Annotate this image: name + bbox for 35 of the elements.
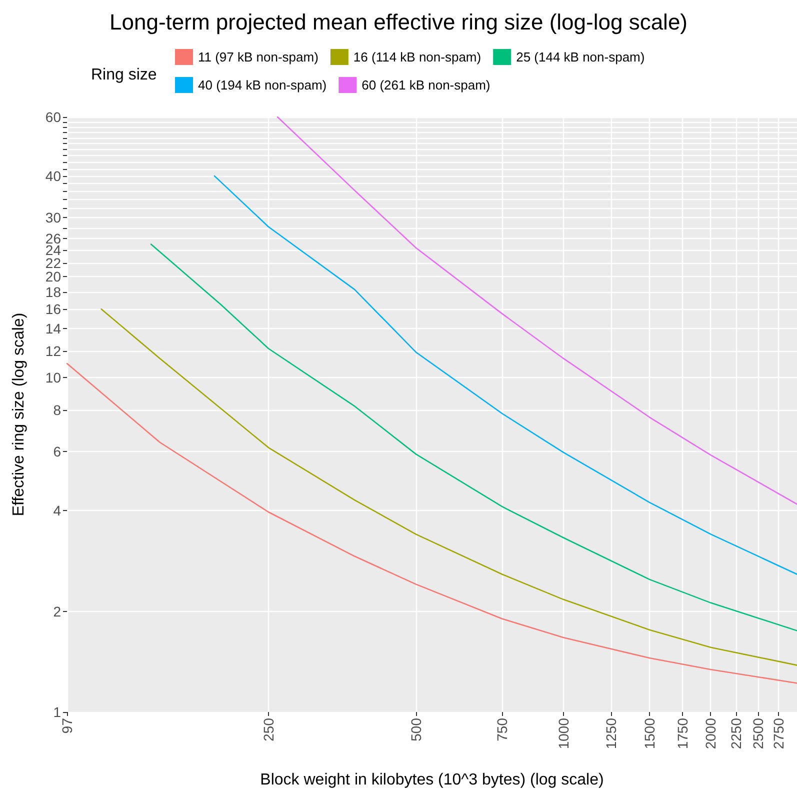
x-tick-label: 2250: [728, 718, 744, 750]
y-tick-label: 2: [53, 603, 62, 620]
y-tick-label: 30: [45, 210, 62, 226]
y-tick-label: 20: [45, 268, 62, 285]
x-tick-label: 1750: [674, 718, 690, 750]
y-tick-label: 1: [53, 704, 62, 720]
x-tick-label: 250: [260, 718, 276, 742]
legend-label: 11 (97 kB non-spam): [198, 50, 318, 64]
y-tick-label: 18: [45, 284, 62, 300]
y-tick-label: 60: [45, 109, 62, 125]
y-tick-label: 12: [45, 342, 62, 359]
legend-label: 16 (114 kB non-spam): [353, 50, 482, 64]
x-tick-label: 1250: [602, 718, 619, 750]
y-tick-label: 10: [45, 369, 62, 386]
x-tick-label: 2750: [770, 718, 786, 750]
y-tick-label: 16: [45, 301, 62, 318]
chart-title: Long-term projected mean effective ring size (log-log scale): [110, 10, 688, 34]
x-tick-label: 750: [494, 718, 510, 742]
y-tick-label: 14: [45, 320, 62, 336]
y-axis-title: Effective ring size (log scale): [10, 312, 28, 516]
legend-label: 60 (261 kB non-spam): [362, 78, 490, 92]
legend-title: Ring size: [91, 66, 157, 84]
x-tick-label: 2000: [702, 718, 719, 750]
y-tick-label: 4: [53, 502, 62, 519]
legend-label: 40 (194 kB non-spam): [198, 78, 327, 92]
y-tick-label: 40: [45, 168, 62, 184]
x-tick-label: 1000: [555, 718, 572, 750]
x-tick-label: 97: [59, 718, 75, 734]
legend-label: 25 (144 kB non-spam): [516, 50, 645, 64]
y-tick-label: 8: [53, 402, 62, 418]
x-axis-title: Block weight in kilobytes (10^3 bytes) (log scale): [260, 772, 604, 788]
x-tick-label: 1500: [642, 718, 658, 750]
y-tick-label: 6: [53, 444, 62, 460]
x-tick-label: 2500: [750, 718, 766, 750]
x-tick-label: 500: [408, 718, 424, 742]
